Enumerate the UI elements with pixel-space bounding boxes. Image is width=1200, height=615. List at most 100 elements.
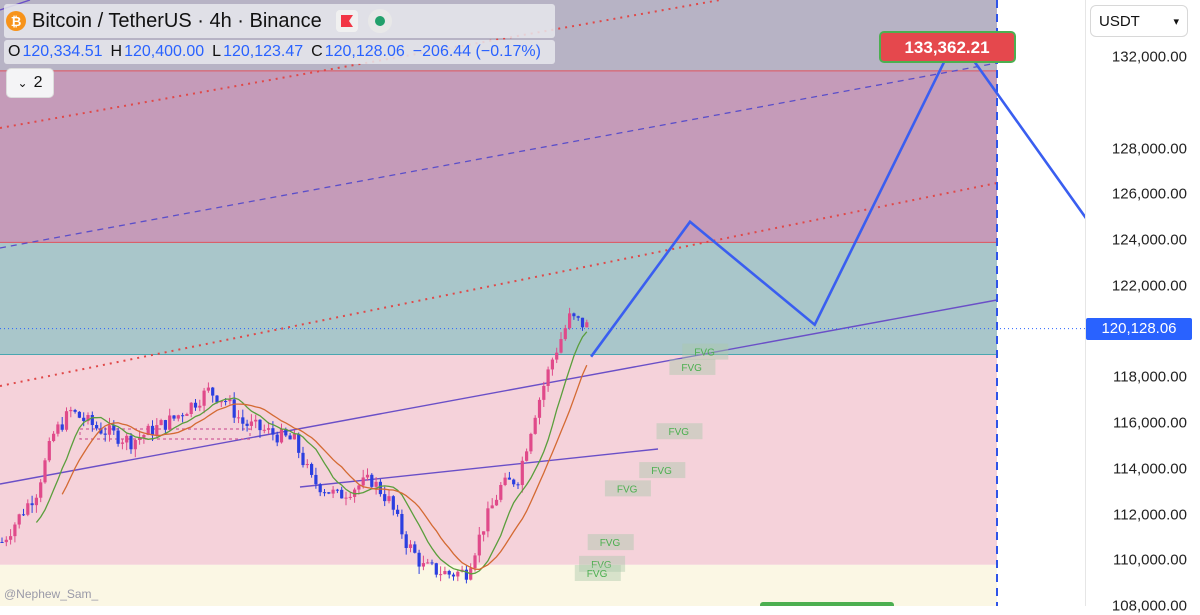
candle-body: [120, 442, 124, 444]
currency-label: USDT: [1099, 12, 1140, 30]
candle-body: [86, 415, 90, 422]
candle-body: [568, 313, 572, 329]
candle-body: [150, 425, 155, 436]
candle-body: [391, 496, 395, 510]
candle-body: [133, 440, 137, 450]
candle-body: [47, 441, 51, 461]
candle-body: [335, 489, 339, 491]
candle-body: [550, 359, 554, 370]
candle-body: [125, 435, 129, 443]
candle-body: [537, 399, 542, 418]
price-tick-label: 108,000.00: [1111, 597, 1187, 615]
candle-body: [434, 563, 438, 575]
candle-body: [340, 489, 344, 499]
price-tick-label: 124,000.00: [1111, 231, 1187, 249]
fvg-label: FVG: [651, 466, 672, 477]
candle-body: [477, 534, 481, 556]
candle-body: [318, 484, 322, 493]
price-tick-label: 118,000.00: [1113, 368, 1187, 386]
fvg-label: FVG: [617, 484, 638, 495]
fvg-box: [604, 480, 651, 497]
candle-body: [370, 474, 374, 487]
price-tick-label: 132,000.00: [1111, 48, 1187, 66]
candle-body: [64, 411, 69, 430]
candle-body: [383, 494, 387, 502]
moving-average-fast: [35, 331, 588, 575]
candle-body: [116, 430, 120, 444]
high-value: 120,400.00: [124, 43, 205, 60]
price-tick-label: 126,000.00: [1111, 185, 1187, 203]
current-price-tag: 120,128.06: [1086, 317, 1192, 340]
candle-body: [138, 437, 142, 441]
chart-area[interactable]: FVGFVGFVGFVGFVGFVGFVGFVG133,362.21 ₿ Bit…: [0, 0, 1085, 606]
candle-body: [344, 497, 348, 499]
candle-body: [572, 313, 576, 317]
candle-body: [249, 421, 253, 426]
symbol-title[interactable]: Bitcoin / TetherUS · 4h · Binance: [32, 9, 322, 32]
zone-2: [0, 354, 997, 565]
fvg-label: FVG: [694, 348, 715, 359]
candle-body: [473, 555, 477, 569]
fvg-label: FVG: [600, 538, 621, 549]
candle-body: [284, 428, 288, 436]
price-tick-label: 110,000.00: [1113, 551, 1187, 569]
candle-body: [378, 481, 382, 495]
candle-body: [21, 514, 26, 516]
fvg-box: [579, 555, 626, 572]
candle-body: [26, 503, 30, 515]
fvg-box: [587, 534, 634, 551]
candle-body: [146, 425, 150, 435]
candle-body: [215, 395, 219, 403]
candle-body: [103, 433, 107, 435]
candle-body: [503, 477, 507, 485]
candle-body: [426, 562, 430, 564]
candle-body: [580, 317, 585, 328]
candle-body: [82, 417, 86, 422]
candle-body: [490, 505, 494, 509]
flag-icon[interactable]: [335, 10, 358, 32]
candle-body: [245, 423, 249, 426]
candle-body: [533, 417, 537, 434]
candle-body: [555, 352, 559, 360]
candle-body: [206, 387, 210, 391]
candle-body: [241, 417, 245, 424]
candle-body: [189, 402, 193, 415]
candle-body: [546, 369, 550, 386]
channel-top-dotted: [0, 0, 721, 129]
open-label: O: [8, 43, 21, 60]
candle-body: [279, 428, 284, 443]
candle-body: [267, 428, 271, 430]
candle-body: [17, 514, 21, 525]
candle-body: [464, 569, 468, 580]
price-chart[interactable]: FVGFVGFVGFVGFVGFVGFVGFVG133,362.21: [0, 0, 1085, 606]
candle-body: [482, 531, 486, 535]
candle-body: [387, 496, 391, 502]
candle-body: [163, 420, 167, 430]
candle-body: [129, 435, 133, 450]
candle-body: [4, 539, 8, 543]
candle-body: [56, 424, 60, 434]
candle-body: [443, 571, 447, 575]
channel-lower-dotted: [0, 182, 998, 387]
candle-body: [13, 524, 17, 537]
market-status-icon[interactable]: [367, 9, 392, 33]
target-price-label: 133,362.21: [904, 38, 989, 57]
candle-body: [219, 401, 223, 403]
candle-body: [107, 425, 112, 435]
symbol-row[interactable]: ₿ Bitcoin / TetherUS · 4h · Binance: [4, 4, 555, 38]
candle-body: [529, 433, 533, 452]
currency-select[interactable]: USDT ▾: [1090, 5, 1188, 37]
candle-body: [408, 544, 413, 548]
candle-body: [52, 433, 56, 442]
candle-body: [348, 496, 352, 498]
candle-body: [39, 482, 43, 498]
candle-body: [585, 322, 589, 328]
candle-body: [258, 419, 262, 431]
candle-body: [451, 574, 456, 577]
price-axis[interactable]: 108,000.00 110,000.00 112,000.00 114,000.00…: [1085, 0, 1200, 615]
candle-body: [288, 435, 292, 440]
candle-body: [112, 425, 116, 431]
candle-body: [254, 419, 258, 422]
indicators-toggle-button[interactable]: ⌄ 2: [6, 68, 54, 98]
candle-body: [275, 434, 279, 443]
